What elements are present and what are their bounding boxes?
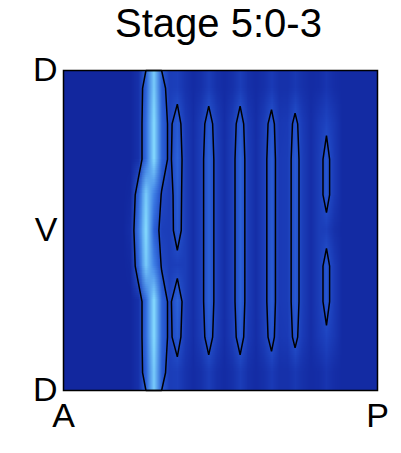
svg-text:P: P	[366, 396, 389, 434]
svg-text:D: D	[33, 50, 58, 88]
svg-text:D: D	[32, 370, 58, 409]
svg-text:V: V	[35, 210, 58, 248]
svg-text:A: A	[52, 396, 75, 434]
html-text:Stage 5:0-3: Stage 5:0-3	[115, 1, 322, 45]
